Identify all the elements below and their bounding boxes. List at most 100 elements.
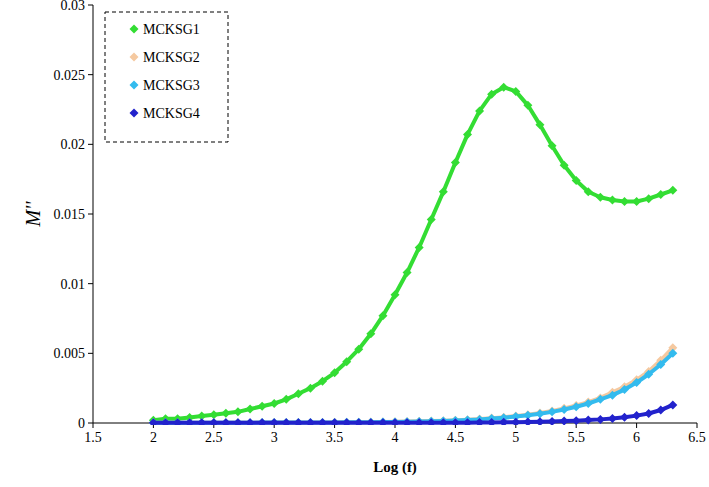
data-point — [523, 101, 532, 110]
data-point — [572, 176, 581, 185]
data-point — [282, 418, 291, 425]
data-point — [427, 418, 436, 425]
data-point — [415, 243, 424, 252]
y-tick-label: 0.01 — [61, 277, 86, 292]
data-point — [209, 418, 218, 425]
data-point — [475, 418, 484, 425]
data-point — [306, 418, 315, 425]
legend-label: MCKSG2 — [143, 50, 200, 65]
data-point — [294, 418, 303, 425]
data-point — [294, 418, 303, 425]
legend-label: MCKSG4 — [143, 106, 200, 121]
data-point — [668, 400, 677, 409]
data-point — [451, 418, 460, 425]
data-point — [173, 418, 182, 425]
data-point — [596, 193, 605, 202]
data-point — [233, 418, 242, 425]
data-point — [463, 130, 472, 139]
y-tick — [88, 283, 93, 284]
x-tick-label: 1.5 — [84, 430, 102, 445]
y-axis-label: M'' — [22, 201, 44, 228]
data-point — [149, 418, 158, 425]
data-point — [221, 409, 230, 418]
data-point — [366, 418, 375, 425]
data-point — [330, 368, 339, 377]
data-point — [185, 418, 194, 425]
data-point — [535, 409, 544, 418]
data-point — [584, 416, 593, 425]
data-point — [378, 311, 387, 320]
data-point — [282, 395, 291, 404]
data-point — [221, 418, 230, 425]
data-point — [632, 411, 641, 420]
data-point — [475, 106, 484, 115]
data-point — [258, 418, 267, 425]
x-tick — [636, 423, 637, 428]
x-tick-label: 3.5 — [326, 430, 344, 445]
data-point — [463, 418, 472, 425]
data-point — [330, 418, 339, 425]
data-point — [644, 194, 653, 203]
data-point — [487, 90, 496, 99]
x-tick-label: 2 — [150, 430, 157, 445]
data-point — [282, 418, 291, 425]
data-point — [656, 360, 665, 369]
data-point — [608, 391, 617, 400]
data-point — [596, 395, 605, 404]
data-point — [596, 415, 605, 424]
data-point — [149, 418, 158, 425]
data-point — [523, 418, 532, 425]
series — [149, 343, 677, 425]
y-tick — [88, 423, 93, 424]
data-point — [161, 418, 170, 425]
data-point — [306, 384, 315, 393]
data-point — [270, 418, 279, 425]
data-point — [185, 418, 194, 425]
y-tick — [88, 74, 93, 75]
data-point — [535, 120, 544, 129]
y-tick-label: 0.015 — [54, 207, 86, 222]
data-point — [233, 418, 242, 425]
y-tick-label: 0.025 — [54, 68, 86, 83]
x-tick-label: 6 — [633, 430, 640, 445]
data-point — [548, 141, 557, 150]
data-point — [668, 349, 677, 358]
data-point — [391, 418, 400, 425]
data-point — [499, 418, 508, 425]
data-point — [318, 418, 327, 425]
data-point — [354, 418, 363, 425]
data-point — [415, 418, 424, 425]
legend: MCKSG1MCKSG2MCKSG3MCKSG4 — [105, 12, 228, 142]
data-point — [548, 417, 557, 425]
y-tick-label: 0.005 — [54, 346, 86, 361]
data-point — [185, 418, 194, 425]
data-point — [197, 418, 206, 425]
data-point — [258, 402, 267, 411]
legend-box — [105, 12, 228, 142]
data-point — [439, 187, 448, 196]
data-point — [270, 399, 279, 408]
data-point — [233, 407, 242, 416]
data-point — [511, 418, 520, 425]
data-point — [560, 405, 569, 414]
data-point — [258, 418, 267, 425]
data-point — [632, 197, 641, 206]
data-point — [270, 418, 279, 425]
data-point — [246, 405, 255, 414]
data-point — [246, 418, 255, 425]
data-point — [197, 418, 206, 425]
data-point — [644, 370, 653, 379]
data-point — [620, 385, 629, 394]
data-point — [656, 190, 665, 199]
legend-marker — [130, 81, 139, 90]
series-line — [153, 405, 672, 423]
data-point — [608, 196, 617, 205]
data-point — [391, 290, 400, 299]
data-point — [366, 329, 375, 338]
x-tick-label: 4.5 — [447, 430, 465, 445]
data-point — [282, 418, 291, 425]
data-point — [560, 161, 569, 170]
data-point — [197, 418, 206, 425]
y-tick — [88, 144, 93, 145]
data-point — [161, 418, 170, 425]
